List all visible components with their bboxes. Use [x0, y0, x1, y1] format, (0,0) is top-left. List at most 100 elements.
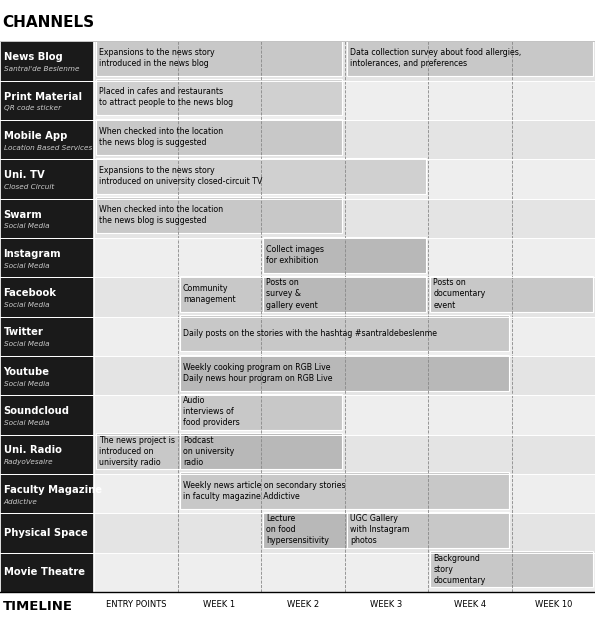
Text: Social Media: Social Media — [4, 341, 49, 347]
Text: Closed Circuit: Closed Circuit — [4, 184, 54, 190]
FancyBboxPatch shape — [94, 356, 595, 396]
Text: ENTRY POINTS: ENTRY POINTS — [105, 600, 166, 609]
Text: Social Media: Social Media — [4, 223, 49, 229]
Text: CHANNELS: CHANNELS — [2, 15, 95, 30]
FancyBboxPatch shape — [0, 199, 93, 238]
Text: WEEK 4: WEEK 4 — [454, 600, 486, 609]
FancyBboxPatch shape — [94, 434, 595, 474]
FancyBboxPatch shape — [0, 356, 93, 396]
FancyBboxPatch shape — [94, 278, 595, 316]
FancyBboxPatch shape — [94, 81, 595, 120]
FancyBboxPatch shape — [0, 396, 93, 434]
Text: UGC Gallery
with Instagram
photos: UGC Gallery with Instagram photos — [350, 514, 409, 545]
Text: Social Media: Social Media — [4, 263, 49, 269]
Text: Twitter: Twitter — [4, 327, 43, 338]
Text: Swarm: Swarm — [4, 209, 42, 219]
Text: Movie Theatre: Movie Theatre — [4, 567, 84, 577]
Text: Lecture
on food
hypersensitivity: Lecture on food hypersensitivity — [267, 514, 329, 545]
FancyBboxPatch shape — [96, 79, 342, 115]
Text: Placed in cafes and restaurants
to attract people to the news blog: Placed in cafes and restaurants to attra… — [99, 87, 233, 107]
FancyBboxPatch shape — [94, 199, 595, 238]
FancyBboxPatch shape — [264, 276, 425, 312]
FancyBboxPatch shape — [0, 278, 93, 316]
Text: Posts on
survey &
gallery event: Posts on survey & gallery event — [267, 278, 318, 309]
Text: Community
management: Community management — [183, 284, 236, 304]
FancyBboxPatch shape — [180, 315, 509, 352]
Text: Soundcloud: Soundcloud — [4, 406, 70, 416]
Text: Expansions to the news story
introduced in the news blog: Expansions to the news story introduced … — [99, 48, 215, 68]
FancyBboxPatch shape — [180, 433, 342, 470]
FancyBboxPatch shape — [94, 316, 595, 356]
Text: News Blog: News Blog — [4, 52, 62, 62]
Text: Social Media: Social Media — [4, 302, 49, 308]
FancyBboxPatch shape — [96, 197, 342, 234]
FancyBboxPatch shape — [94, 553, 595, 592]
FancyBboxPatch shape — [180, 473, 509, 508]
FancyBboxPatch shape — [96, 119, 342, 154]
Text: Podcast
on university
radio: Podcast on university radio — [183, 436, 234, 467]
FancyBboxPatch shape — [0, 316, 93, 356]
Text: When checked into the location
the news blog is suggested: When checked into the location the news … — [99, 205, 224, 225]
Text: Addictive: Addictive — [4, 499, 37, 505]
FancyBboxPatch shape — [264, 512, 425, 548]
Text: Location Based Services: Location Based Services — [4, 145, 92, 151]
Text: Weekly news article on secondary stories
in faculty magazine Addictive: Weekly news article on secondary stories… — [183, 480, 346, 501]
FancyBboxPatch shape — [0, 474, 93, 514]
FancyBboxPatch shape — [94, 474, 595, 514]
FancyBboxPatch shape — [0, 41, 93, 81]
FancyBboxPatch shape — [180, 355, 509, 390]
FancyBboxPatch shape — [264, 237, 425, 272]
FancyBboxPatch shape — [96, 158, 425, 194]
Text: Audio
interviews of
food providers: Audio interviews of food providers — [183, 396, 240, 427]
Text: Data collection survey about food allergies,
intolerances, and preferences: Data collection survey about food allerg… — [350, 48, 521, 68]
Text: Expansions to the news story
introduced on university closed-circuit TV: Expansions to the news story introduced … — [99, 166, 263, 186]
Text: Faculty Magazine: Faculty Magazine — [4, 485, 102, 495]
Text: Uni. TV: Uni. TV — [4, 170, 44, 180]
Text: Social Media: Social Media — [4, 381, 49, 387]
FancyBboxPatch shape — [180, 276, 342, 312]
FancyBboxPatch shape — [347, 40, 593, 76]
FancyBboxPatch shape — [94, 160, 595, 199]
Text: WEEK 3: WEEK 3 — [370, 600, 402, 609]
Text: Facebook: Facebook — [4, 288, 57, 298]
Text: Instagram: Instagram — [4, 249, 61, 259]
Text: Mobile App: Mobile App — [4, 131, 67, 141]
Text: The news project is
introduced on
university radio: The news project is introduced on univer… — [99, 436, 176, 467]
Text: WEEK 2: WEEK 2 — [287, 600, 319, 609]
Text: Collect images
for exhibition: Collect images for exhibition — [267, 244, 324, 265]
FancyBboxPatch shape — [94, 514, 595, 553]
Text: WEEK 10: WEEK 10 — [534, 600, 572, 609]
Text: Physical Space: Physical Space — [4, 528, 87, 538]
Text: QR code sticker: QR code sticker — [4, 105, 61, 112]
Text: Santral'de Beslenme: Santral'de Beslenme — [4, 66, 79, 72]
FancyBboxPatch shape — [0, 238, 93, 278]
FancyBboxPatch shape — [94, 238, 595, 278]
Text: Print Material: Print Material — [4, 91, 82, 101]
FancyBboxPatch shape — [96, 40, 342, 76]
Text: Weekly cooking program on RGB Live
Daily news hour program on RGB Live: Weekly cooking program on RGB Live Daily… — [183, 362, 333, 383]
FancyBboxPatch shape — [0, 553, 93, 592]
FancyBboxPatch shape — [96, 433, 259, 470]
FancyBboxPatch shape — [94, 120, 595, 160]
Text: Uni. Radio: Uni. Radio — [4, 445, 61, 456]
Text: When checked into the location
the news blog is suggested: When checked into the location the news … — [99, 126, 224, 147]
Text: RadyoVesaire: RadyoVesaire — [4, 459, 53, 465]
FancyBboxPatch shape — [430, 551, 593, 588]
Text: TIMELINE: TIMELINE — [2, 600, 73, 612]
FancyBboxPatch shape — [0, 434, 93, 474]
FancyBboxPatch shape — [0, 514, 93, 553]
FancyBboxPatch shape — [94, 396, 595, 434]
FancyBboxPatch shape — [180, 394, 342, 430]
FancyBboxPatch shape — [0, 160, 93, 199]
FancyBboxPatch shape — [0, 81, 93, 120]
Text: Social Media: Social Media — [4, 420, 49, 426]
Text: Daily posts on the stories with the hashtag #santraldebeslenme: Daily posts on the stories with the hash… — [183, 329, 437, 338]
Text: Background
story
documentary: Background story documentary — [433, 554, 486, 585]
Text: Posts on
documentary
event: Posts on documentary event — [433, 278, 486, 309]
FancyBboxPatch shape — [347, 512, 509, 548]
FancyBboxPatch shape — [0, 120, 93, 160]
FancyBboxPatch shape — [430, 276, 593, 312]
Text: WEEK 1: WEEK 1 — [203, 600, 235, 609]
FancyBboxPatch shape — [94, 41, 595, 81]
Text: Youtube: Youtube — [4, 367, 49, 377]
